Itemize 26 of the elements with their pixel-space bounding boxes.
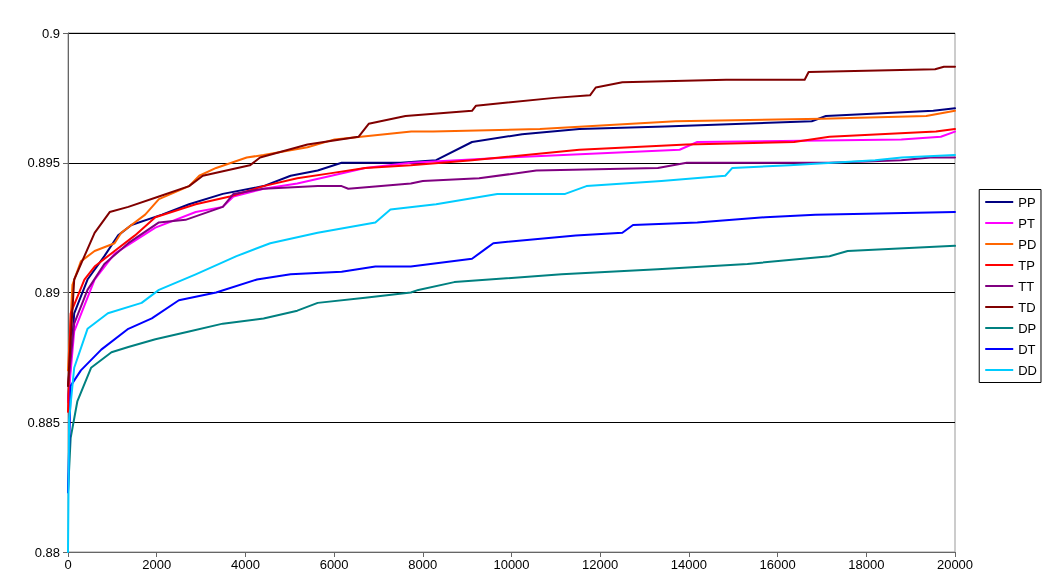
- legend-label: TP: [1018, 257, 1035, 273]
- x-tick-label: 0: [64, 557, 72, 572]
- x-tick-label: 10000: [493, 557, 530, 572]
- legend-label: PD: [1018, 236, 1037, 252]
- legend-label: TD: [1018, 299, 1036, 315]
- x-tick-label: 6000: [319, 557, 349, 572]
- y-tick-label: 0.88: [34, 544, 60, 560]
- legend-label: PP: [1018, 194, 1036, 210]
- legend-label: DT: [1018, 341, 1036, 357]
- y-tick-label: 0.89: [34, 285, 60, 300]
- y-tick-label: 0.9: [41, 25, 60, 41]
- x-tick-label: 16000: [759, 557, 796, 572]
- x-tick-label: 2000: [142, 557, 172, 572]
- legend-label: TT: [1018, 278, 1035, 294]
- legend-label: DD: [1018, 362, 1037, 378]
- y-tick-label: 0.895: [27, 155, 60, 171]
- y-tick-label: 0.885: [27, 414, 60, 430]
- line-series: [67, 65, 956, 387]
- x-tick-label: 20000: [936, 557, 974, 572]
- x-tick-label: 14000: [670, 557, 707, 572]
- x-tick-label: 8000: [408, 557, 438, 572]
- x-tick-label: 4000: [230, 557, 260, 572]
- legend-label: PT: [1018, 215, 1035, 231]
- x-tick-label: 18000: [848, 557, 885, 572]
- legend-label: DP: [1018, 320, 1037, 336]
- x-tick-label: 12000: [582, 557, 619, 572]
